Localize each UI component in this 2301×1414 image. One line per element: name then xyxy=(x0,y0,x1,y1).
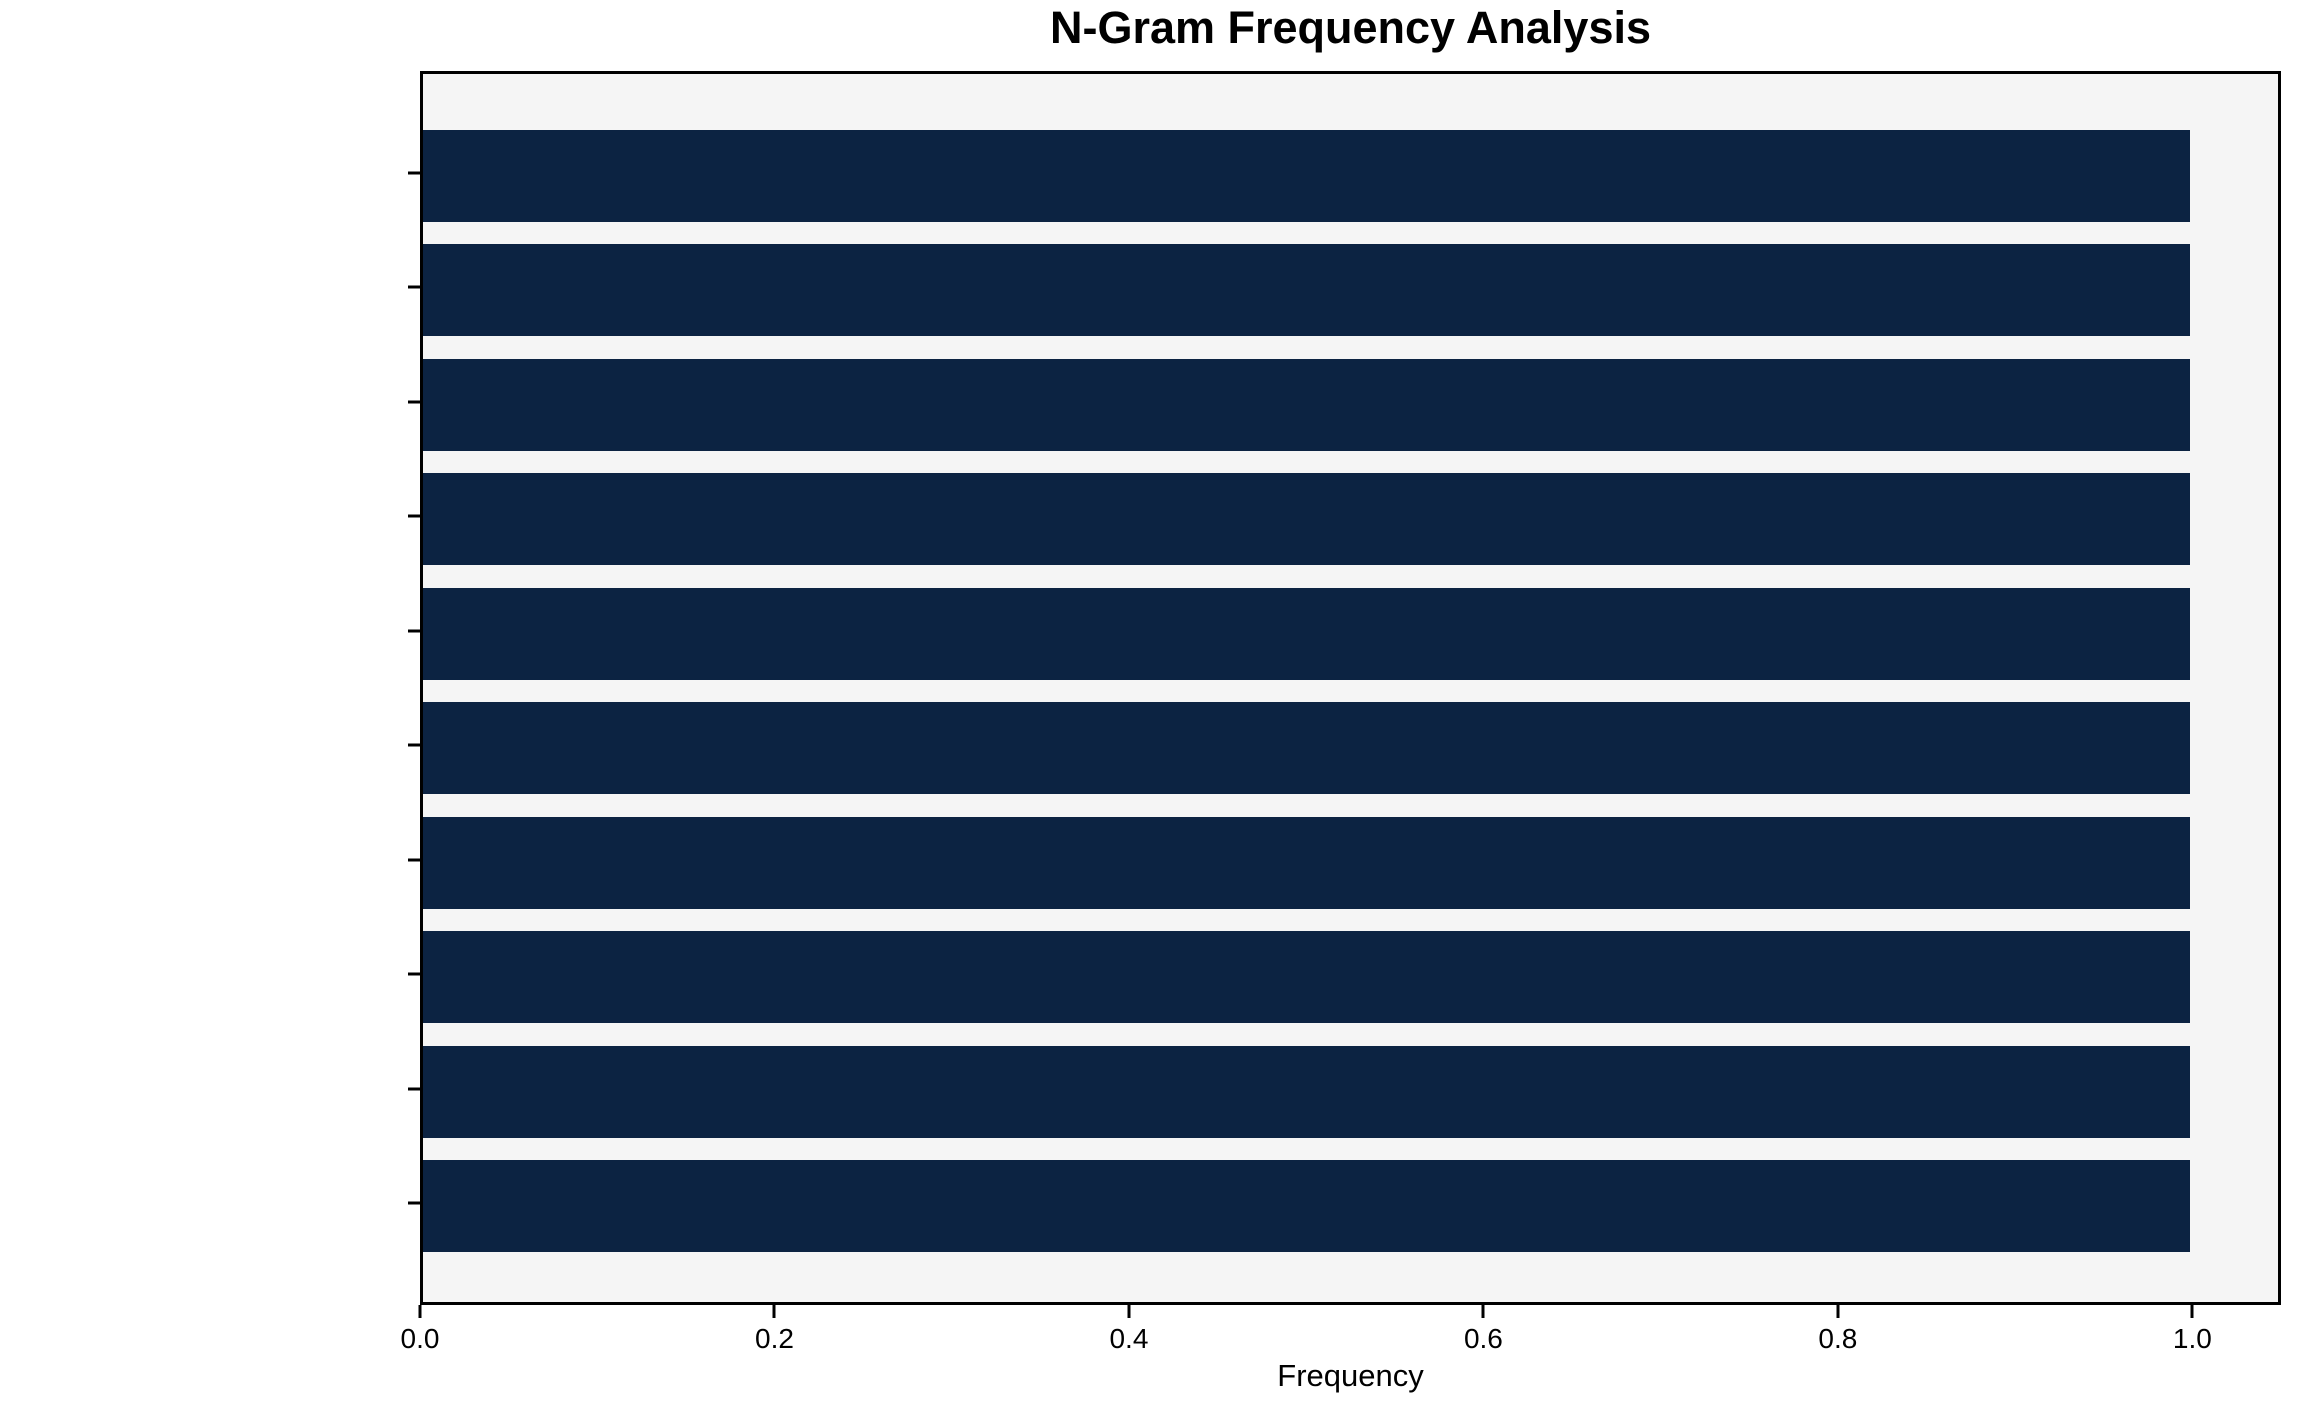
x-tick-label: 0.6 xyxy=(1463,1323,1503,1354)
bar xyxy=(423,587,2190,680)
bar xyxy=(423,244,2190,337)
bar xyxy=(423,358,2190,451)
x-tick-label: 1.0 xyxy=(2172,1323,2212,1354)
x-tick-label: 0.2 xyxy=(755,1323,794,1354)
x-axis-label: Frequency xyxy=(1277,1358,1424,1393)
y-tick-mark xyxy=(408,400,420,404)
x-tick-mark xyxy=(2190,1305,2194,1318)
y-tick-mark xyxy=(408,171,420,175)
x-tick-label: 0.8 xyxy=(1818,1323,1858,1354)
bar xyxy=(423,702,2190,795)
y-tick-mark xyxy=(408,514,420,518)
y-tick-mark xyxy=(408,858,420,862)
chart-title: N-Gram Frequency Analysis xyxy=(1049,2,1652,53)
y-tick-mark xyxy=(408,285,420,289)
y-tick-mark xyxy=(408,743,420,747)
x-tick-mark xyxy=(418,1305,422,1318)
bar xyxy=(423,1045,2190,1138)
plot-area xyxy=(420,71,2281,1305)
x-tick-label: 0.0 xyxy=(400,1323,440,1354)
bar xyxy=(423,931,2190,1024)
y-axis: trump macro presidentmacro president mic… xyxy=(0,71,420,1305)
bar xyxy=(423,473,2190,566)
x-tick-mark xyxy=(1481,1305,1485,1318)
x-tick-mark xyxy=(1836,1305,1840,1318)
y-tick-mark xyxy=(408,629,420,633)
x-tick-mark xyxy=(772,1305,776,1318)
bar xyxy=(423,130,2190,222)
x-tick-mark xyxy=(1127,1305,1131,1318)
bar xyxy=(423,1160,2190,1252)
x-tick-label: 0.4 xyxy=(1109,1323,1149,1354)
y-tick-mark xyxy=(408,1201,420,1205)
y-tick-mark xyxy=(408,1087,420,1091)
bar xyxy=(423,816,2190,909)
y-tick-mark xyxy=(408,972,420,976)
